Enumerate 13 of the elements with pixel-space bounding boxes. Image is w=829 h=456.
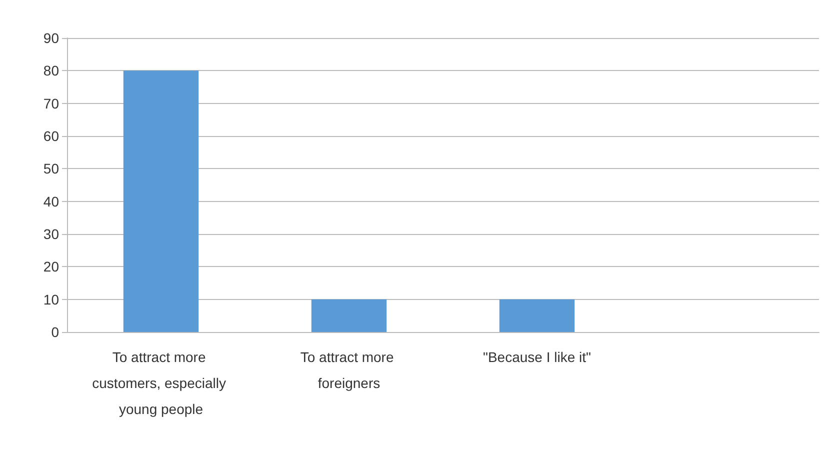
y-tick-label: 90	[43, 30, 60, 46]
y-tick-label: 20	[43, 258, 60, 275]
x-tick-label: To attract more customers, especially young people	[92, 349, 230, 417]
y-tick-label: 80	[43, 62, 60, 79]
y-tick-label: 0	[51, 324, 60, 340]
y-tick-label: 70	[43, 95, 60, 112]
x-tick-label: To attract more foreigners	[300, 349, 398, 391]
y-tick-label: 50	[43, 160, 60, 177]
y-tick-label: 60	[43, 128, 60, 144]
y-tick-label: 40	[43, 193, 60, 210]
y-tick-label: 30	[43, 226, 60, 242]
x-tick-label: "Because I like it"	[483, 349, 592, 365]
y-tick-label: 10	[43, 291, 60, 308]
